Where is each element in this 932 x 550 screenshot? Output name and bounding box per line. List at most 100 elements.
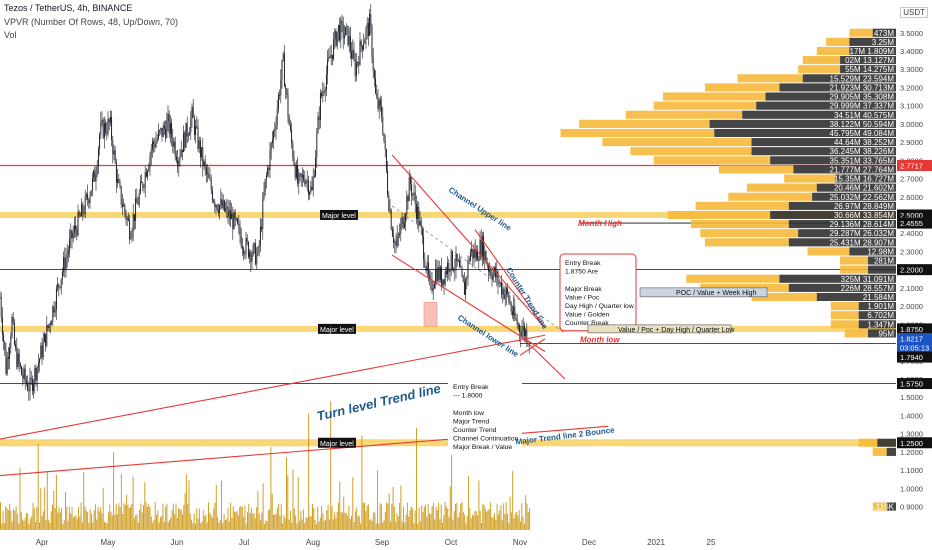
volume-bar bbox=[414, 510, 416, 530]
candle-body bbox=[42, 341, 44, 358]
volume-bar bbox=[234, 511, 235, 530]
candle-body bbox=[282, 53, 284, 61]
vp-down-bar bbox=[798, 229, 896, 238]
candle-body bbox=[444, 271, 446, 285]
trend-line[interactable] bbox=[391, 154, 546, 329]
volume-bar bbox=[137, 522, 139, 530]
volume-bar bbox=[509, 496, 511, 530]
currency-badge[interactable]: USDT bbox=[900, 7, 928, 18]
volume-bar bbox=[400, 485, 402, 530]
volume-bar bbox=[487, 509, 489, 530]
candle-body bbox=[118, 178, 120, 183]
volume-bar bbox=[419, 521, 421, 530]
trend-line[interactable] bbox=[474, 229, 546, 329]
candle-body bbox=[235, 218, 237, 220]
volume-bar bbox=[404, 522, 406, 530]
candle-body bbox=[303, 175, 305, 181]
vp-label: 36.245M 38.226M bbox=[830, 147, 895, 156]
vp-up-bar bbox=[700, 229, 799, 238]
indicator-vpvr-label[interactable]: VPVR (Number Of Rows, 48, Up/Down, 70) bbox=[4, 17, 179, 27]
candle-body bbox=[119, 182, 121, 187]
volume-bar bbox=[235, 512, 237, 530]
symbol-title[interactable]: Tezos / TetherUS, 4h, BINANCE bbox=[4, 3, 133, 13]
candle-body bbox=[383, 133, 385, 142]
candle-body bbox=[47, 325, 49, 329]
volume-bar bbox=[250, 507, 252, 530]
volume-bar bbox=[500, 505, 502, 530]
volume-bar bbox=[32, 502, 34, 530]
volume-bar bbox=[135, 515, 137, 530]
candle-body bbox=[325, 74, 327, 90]
volume-bar bbox=[41, 516, 43, 530]
trend-line[interactable] bbox=[519, 334, 566, 380]
candle-body bbox=[133, 214, 135, 221]
candle-body bbox=[491, 275, 493, 280]
candle-body bbox=[457, 260, 459, 262]
volume-bar bbox=[410, 506, 412, 530]
candle-body bbox=[421, 227, 423, 237]
candle-body bbox=[515, 318, 517, 320]
candle-body bbox=[286, 88, 288, 95]
candle-body bbox=[259, 226, 261, 245]
candle-body bbox=[485, 250, 487, 263]
candle-body bbox=[186, 122, 188, 137]
candle-body bbox=[181, 149, 183, 153]
note-line: Counter Trend bbox=[453, 427, 497, 434]
volume-bar bbox=[46, 471, 48, 530]
candle-body bbox=[373, 70, 375, 79]
volume-bar bbox=[395, 521, 397, 530]
volume-bar bbox=[27, 513, 29, 530]
candle-body bbox=[438, 266, 440, 280]
vp-up-bar bbox=[858, 438, 878, 447]
volume-bar bbox=[440, 504, 442, 530]
candle-body bbox=[120, 186, 122, 205]
candle-body bbox=[141, 181, 143, 183]
candle-body bbox=[292, 142, 294, 158]
vp-down-bar bbox=[872, 28, 896, 37]
candle-body bbox=[413, 192, 415, 195]
volume-bar bbox=[169, 520, 170, 530]
volume-bar bbox=[269, 508, 271, 530]
vp-up-bar bbox=[816, 46, 850, 56]
poc-week-high-box bbox=[639, 287, 768, 298]
volume-bar bbox=[58, 507, 60, 530]
volume-bar bbox=[146, 506, 148, 530]
candle-body bbox=[480, 239, 482, 257]
volume-bar bbox=[197, 518, 199, 530]
vp-label: 125.116K bbox=[860, 503, 894, 512]
volume-bar bbox=[523, 523, 525, 530]
volume-bar bbox=[386, 502, 388, 530]
candle-body bbox=[275, 124, 277, 130]
trend-line[interactable] bbox=[391, 254, 546, 353]
candle-body bbox=[24, 368, 26, 381]
volume-bar bbox=[321, 505, 323, 530]
volume-bar bbox=[340, 512, 342, 530]
y-tick-label: 2.9000 bbox=[900, 138, 923, 147]
candle-body bbox=[155, 141, 157, 148]
volume-bar bbox=[426, 516, 428, 530]
candle-body bbox=[174, 141, 176, 157]
volume-bar bbox=[248, 503, 250, 530]
candle-body bbox=[351, 50, 353, 59]
candle-body bbox=[60, 278, 62, 288]
volume-bar bbox=[514, 513, 516, 530]
volume-bar bbox=[305, 517, 307, 530]
volume-bar bbox=[366, 505, 368, 530]
volume-bar bbox=[226, 519, 228, 530]
volume-bar bbox=[336, 511, 338, 530]
vp-label: 29.999M 37.337M bbox=[830, 102, 895, 111]
indicator-volume-label[interactable]: Vol bbox=[4, 30, 17, 40]
y-tick-label: 1.5000 bbox=[900, 393, 923, 402]
candle-body bbox=[385, 149, 387, 171]
trend-line[interactable] bbox=[519, 338, 546, 356]
volume-bar bbox=[270, 447, 272, 530]
candle-body bbox=[378, 99, 380, 109]
volume-bar bbox=[237, 515, 239, 530]
y-tick-label: 0.9000 bbox=[900, 503, 923, 512]
candle-body bbox=[317, 116, 319, 134]
candle-body bbox=[73, 225, 75, 233]
volume-bar bbox=[367, 504, 369, 530]
trend-line[interactable] bbox=[0, 334, 546, 440]
candle-body bbox=[202, 147, 204, 167]
